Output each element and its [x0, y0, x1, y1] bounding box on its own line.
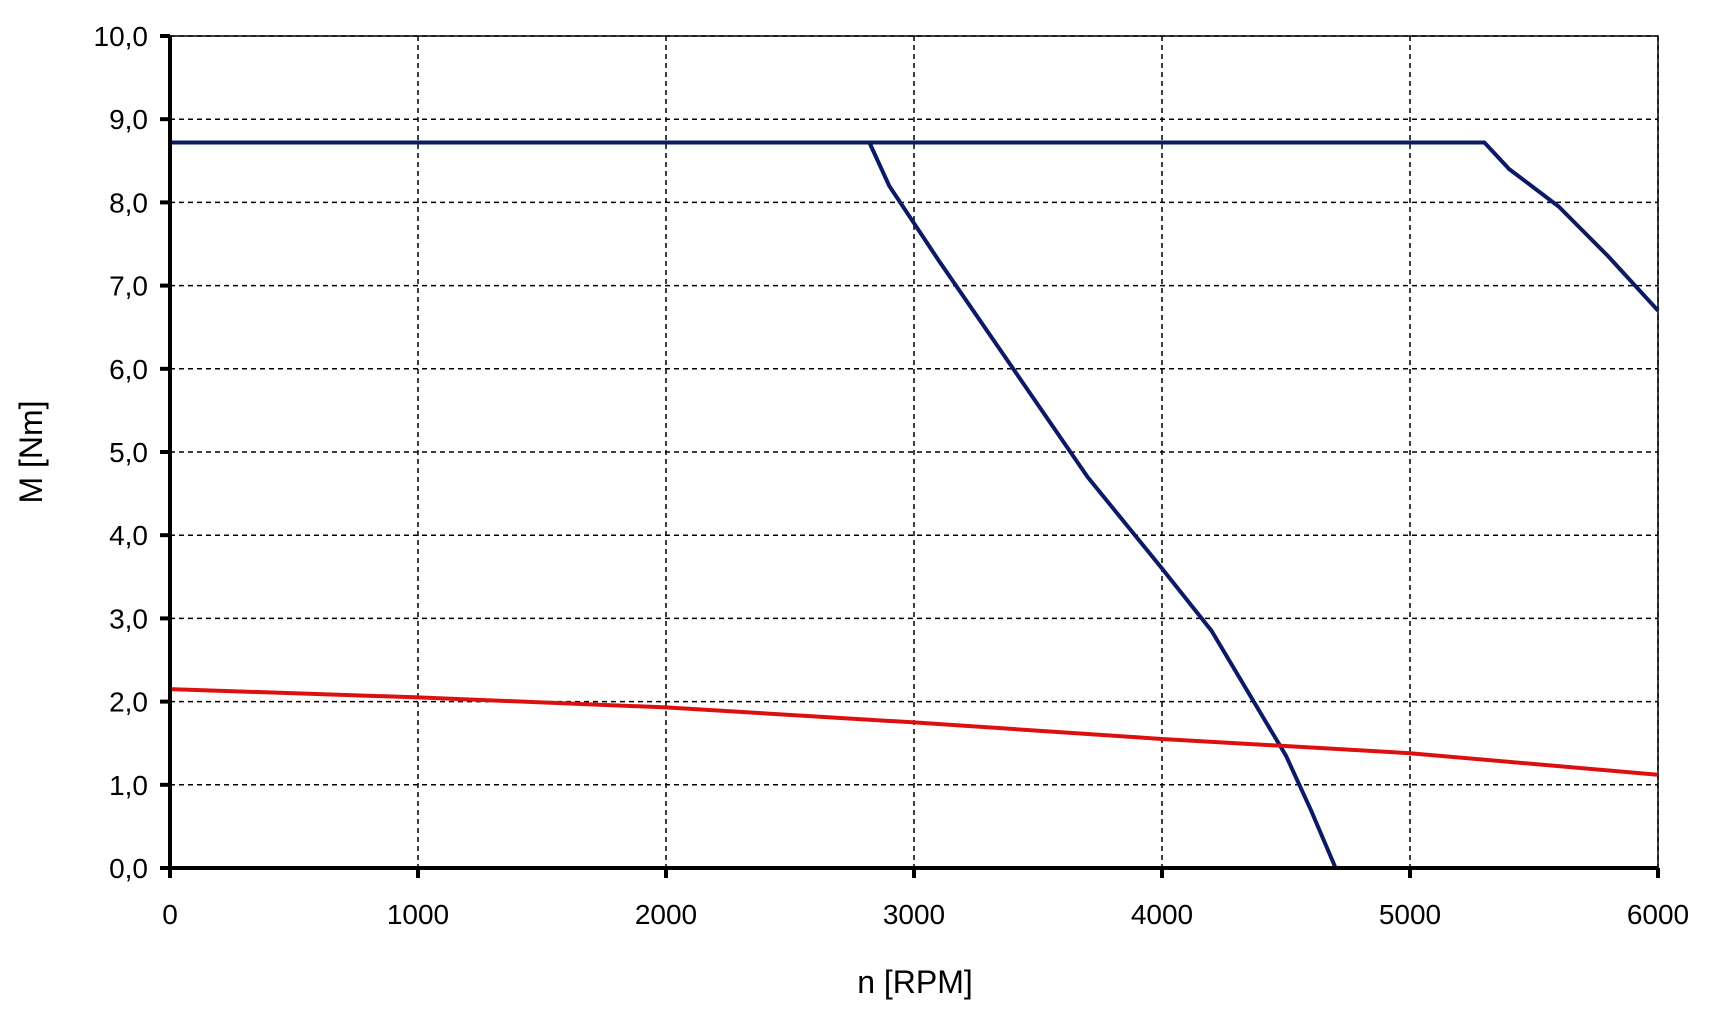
y-axis-title: M [Nm] [13, 400, 49, 503]
series-line-2 [867, 141, 1338, 869]
grid-lines [169, 35, 1659, 869]
x-tick-label: 6000 [1627, 899, 1689, 930]
series-line-1 [170, 140, 1660, 312]
x-axis-title: n [RPM] [857, 964, 973, 1000]
x-tick-label: 3000 [883, 899, 945, 930]
tick-labels: 0,0 1,0 2,0 3,0 4,0 5,0 6,0 7,0 8,0 9,0 10,0 0 1000 2… [94, 21, 1690, 930]
y-tick-label: 5,0 [109, 437, 148, 468]
y-tick-label: 4,0 [109, 520, 148, 551]
series-lines [169, 140, 1660, 869]
x-tick-label: 0 [162, 899, 178, 930]
y-tick-label: 7,0 [109, 271, 148, 302]
series-line-3 [169, 687, 1659, 777]
x-tick-label: 2000 [635, 899, 697, 930]
y-tick-label: 3,0 [109, 603, 148, 634]
y-tick-label: 6,0 [109, 354, 148, 385]
y-tick-label: 0,0 [109, 853, 148, 884]
y-tick-label: 9,0 [109, 104, 148, 135]
x-tick-label: 1000 [387, 899, 449, 930]
y-tick-label: 10,0 [94, 21, 149, 52]
x-tick-label: 4000 [1131, 899, 1193, 930]
axes [160, 34, 1660, 878]
y-tick-label: 2,0 [109, 687, 148, 718]
y-tick-label: 1,0 [109, 770, 148, 801]
x-tick-label: 5000 [1379, 899, 1441, 930]
y-tick-label: 8,0 [109, 187, 148, 218]
